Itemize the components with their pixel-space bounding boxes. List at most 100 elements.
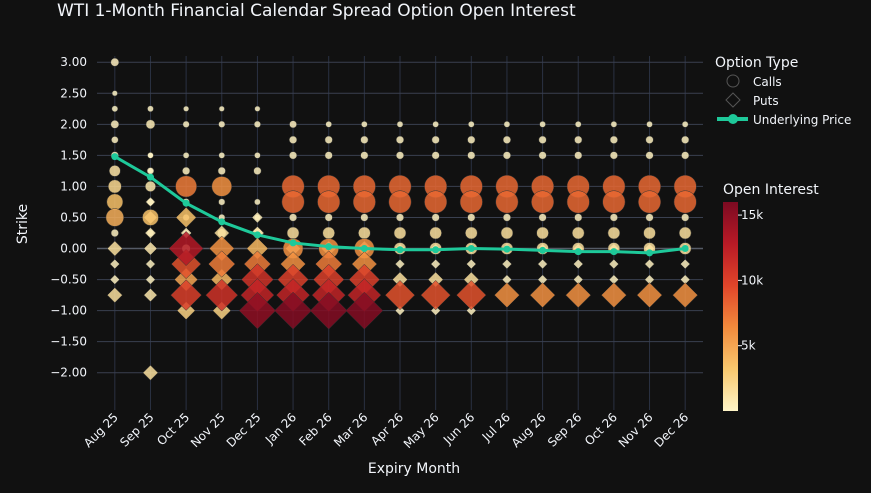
colorbar-ticks: 5k 10k 15k — [738, 208, 763, 353]
call-point — [145, 119, 156, 130]
y-tick-label: −2.00 — [50, 366, 87, 380]
chart-title: WTI 1-Month Financial Calendar Spread Op… — [57, 1, 576, 21]
colorbar-tick-label: 5k — [741, 339, 756, 353]
call-point — [111, 105, 119, 113]
call-point — [467, 213, 476, 222]
put-point — [394, 258, 406, 270]
y-tick-label: −0.50 — [50, 273, 87, 287]
put-point — [145, 274, 156, 285]
call-point — [325, 121, 332, 128]
legend-item-calls[interactable]: Calls — [726, 74, 782, 89]
call-point — [531, 190, 555, 214]
call-point — [396, 121, 404, 128]
put-point — [109, 274, 120, 285]
put-point — [537, 258, 548, 270]
call-point — [105, 208, 124, 227]
call-point — [395, 151, 405, 160]
y-axis-label: Strike — [15, 204, 31, 244]
call-point — [107, 179, 122, 194]
x-tick-label: Jul 26 — [479, 410, 513, 444]
call-point — [182, 166, 191, 175]
call-point — [324, 213, 333, 222]
call-point — [317, 190, 341, 214]
y-tick-label: −1.50 — [50, 335, 87, 349]
call-point — [183, 105, 190, 112]
call-point — [495, 190, 519, 214]
call-point — [610, 121, 618, 128]
call-point — [681, 121, 689, 128]
put-point — [143, 288, 158, 303]
legend-label-puts: Puts — [753, 94, 779, 108]
call-point — [538, 135, 547, 144]
x-tick-label: Jun 26 — [440, 410, 477, 447]
x-tick-label: Jan 26 — [262, 410, 299, 447]
underlying-price-point — [111, 153, 119, 161]
put-point — [636, 282, 663, 308]
call-point — [602, 190, 626, 214]
put-point — [106, 287, 123, 303]
call-point — [289, 135, 298, 144]
put-point — [205, 278, 239, 312]
x-tick-label: Sep 26 — [545, 410, 584, 449]
call-point — [574, 213, 583, 222]
call-point — [673, 190, 697, 214]
call-point — [360, 151, 369, 160]
call-point — [144, 180, 156, 192]
call-point — [502, 151, 511, 160]
put-point — [170, 279, 202, 311]
call-point — [539, 121, 546, 128]
legend-diamond-icon — [725, 92, 741, 108]
call-point — [609, 213, 618, 222]
y-tick-label: 0.00 — [60, 242, 87, 256]
x-tick-label: Sep 25 — [117, 410, 156, 449]
colorbar-gradient — [723, 202, 738, 411]
call-point — [678, 226, 692, 240]
put-point — [142, 364, 159, 381]
call-point — [681, 151, 690, 160]
underlying-price-point — [646, 249, 654, 257]
legend-item-underlying[interactable]: Underlying Price — [717, 113, 851, 127]
call-point — [681, 213, 690, 222]
call-point — [110, 120, 120, 129]
legend-label-calls: Calls — [753, 75, 782, 89]
underlying-price-point — [289, 239, 297, 247]
underlying-price-point — [253, 231, 261, 239]
call-point — [395, 213, 405, 222]
call-point — [218, 198, 226, 206]
put-point — [456, 280, 487, 311]
x-tick-label: Nov 25 — [188, 410, 228, 450]
x-tick-label: Apr 26 — [368, 410, 406, 448]
call-point — [645, 151, 654, 160]
colorbar-tick-label: 10k — [741, 273, 763, 287]
x-tick-label: Mar 26 — [331, 410, 370, 449]
legend-title: Option Type — [715, 55, 798, 71]
legend-item-puts[interactable]: Puts — [725, 92, 779, 108]
put-point — [175, 207, 197, 228]
call-point — [468, 121, 475, 128]
call-point — [110, 228, 119, 238]
underlying-price-point — [681, 245, 689, 253]
call-point — [111, 136, 119, 144]
x-tick-label: Aug 25 — [81, 410, 121, 450]
underlying-price-point — [360, 245, 368, 253]
call-point — [503, 121, 511, 128]
call-point — [566, 190, 590, 214]
call-point — [182, 152, 190, 159]
put-point — [573, 258, 584, 270]
legend[interactable]: Option Type Calls Puts Underlying Price — [715, 55, 851, 127]
call-point — [352, 190, 376, 214]
put-point — [274, 291, 312, 330]
call-point — [217, 166, 226, 175]
y-tick-label: 2.00 — [60, 117, 87, 131]
underlying-price-point — [467, 245, 475, 253]
call-point — [638, 190, 661, 214]
call-point — [111, 90, 118, 97]
call-point — [432, 121, 439, 128]
call-point — [607, 226, 621, 240]
call-point — [110, 57, 120, 67]
x-axis-label: Expiry Month — [368, 461, 460, 477]
call-point — [465, 226, 478, 240]
call-point — [431, 135, 440, 144]
put-point — [608, 258, 619, 270]
call-point — [467, 135, 476, 144]
